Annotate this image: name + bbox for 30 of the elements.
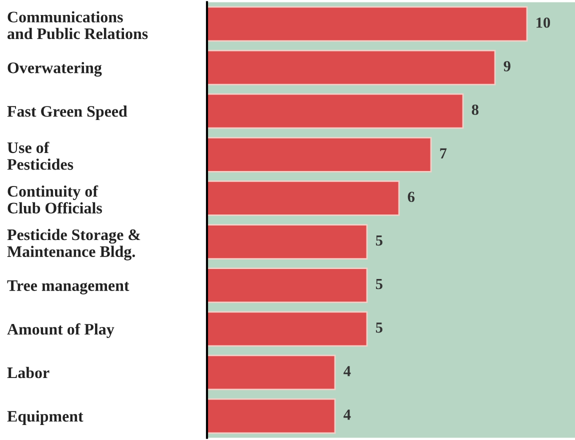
bar <box>207 6 528 42</box>
y-tick-label: Pesticide Storage & Maintenance Bldg. <box>7 228 140 260</box>
y-tick-label: Communications and Public Relations <box>8 11 148 40</box>
y-tick-label: Use of Pesticides <box>7 142 74 170</box>
data-label: 9 <box>504 61 510 72</box>
data-label: 7 <box>440 148 447 158</box>
bar <box>207 50 496 86</box>
data-label: 8 <box>472 104 478 115</box>
bar <box>207 311 368 347</box>
y-tick-label: Labor <box>7 366 50 378</box>
data-label: 10 <box>536 17 550 28</box>
y-tick-label: Equipment <box>7 410 84 425</box>
y-tick-label: Continuity of Club Officials <box>8 185 102 214</box>
y-tick-label: Amount of Play <box>7 323 114 338</box>
bar <box>207 93 464 129</box>
data-label: 5 <box>376 279 382 290</box>
bar <box>207 398 336 434</box>
y-tick-label: Overwatering <box>8 62 102 77</box>
bar <box>207 268 368 304</box>
bar <box>207 224 368 260</box>
data-label: 6 <box>408 192 415 202</box>
bar <box>207 354 336 390</box>
data-label: 4 <box>344 366 351 376</box>
data-label: 5 <box>376 322 382 333</box>
bar <box>207 136 432 172</box>
data-label: 4 <box>344 410 351 420</box>
data-label: 5 <box>376 235 382 246</box>
y-tick-label: Tree management <box>7 280 130 294</box>
y-tick-label: Fast Green Speed <box>7 106 128 120</box>
bar <box>207 180 400 216</box>
